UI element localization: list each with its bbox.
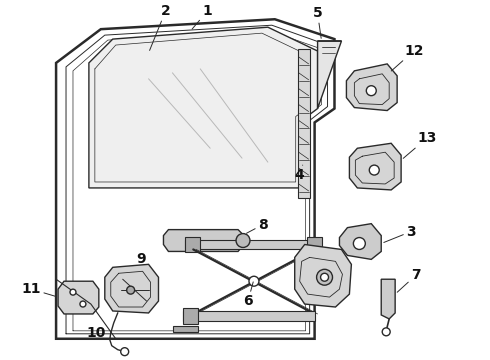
Circle shape (320, 273, 328, 281)
Text: 2: 2 (149, 4, 171, 50)
Polygon shape (58, 281, 99, 314)
Polygon shape (346, 64, 397, 111)
Circle shape (70, 289, 76, 295)
Polygon shape (307, 237, 321, 252)
Polygon shape (173, 326, 198, 332)
Text: 6: 6 (243, 282, 253, 308)
Polygon shape (105, 264, 158, 313)
Circle shape (236, 234, 250, 247)
Polygon shape (183, 308, 198, 324)
Polygon shape (318, 41, 342, 109)
Text: 9: 9 (133, 252, 146, 266)
Circle shape (80, 301, 86, 307)
Circle shape (382, 328, 390, 336)
Polygon shape (349, 143, 401, 190)
Text: 5: 5 (313, 6, 322, 38)
Text: 11: 11 (22, 282, 55, 296)
Circle shape (317, 269, 333, 285)
Polygon shape (298, 49, 310, 198)
Polygon shape (381, 279, 395, 319)
Circle shape (367, 86, 376, 96)
Polygon shape (164, 230, 244, 251)
Text: 8: 8 (246, 218, 268, 233)
Text: 7: 7 (397, 268, 421, 292)
Text: 12: 12 (391, 44, 423, 71)
Circle shape (127, 286, 135, 294)
Text: 13: 13 (403, 131, 437, 158)
Polygon shape (185, 239, 319, 249)
Polygon shape (294, 244, 351, 307)
Polygon shape (340, 224, 381, 260)
Text: 1: 1 (192, 4, 212, 29)
Text: 3: 3 (384, 225, 416, 243)
Polygon shape (183, 311, 315, 321)
Polygon shape (89, 27, 318, 188)
Circle shape (353, 238, 366, 249)
Circle shape (249, 276, 259, 286)
Polygon shape (185, 237, 200, 252)
Text: 4: 4 (294, 165, 304, 182)
Circle shape (369, 165, 379, 175)
Circle shape (121, 348, 129, 356)
Polygon shape (56, 19, 335, 339)
Text: 10: 10 (86, 326, 109, 340)
